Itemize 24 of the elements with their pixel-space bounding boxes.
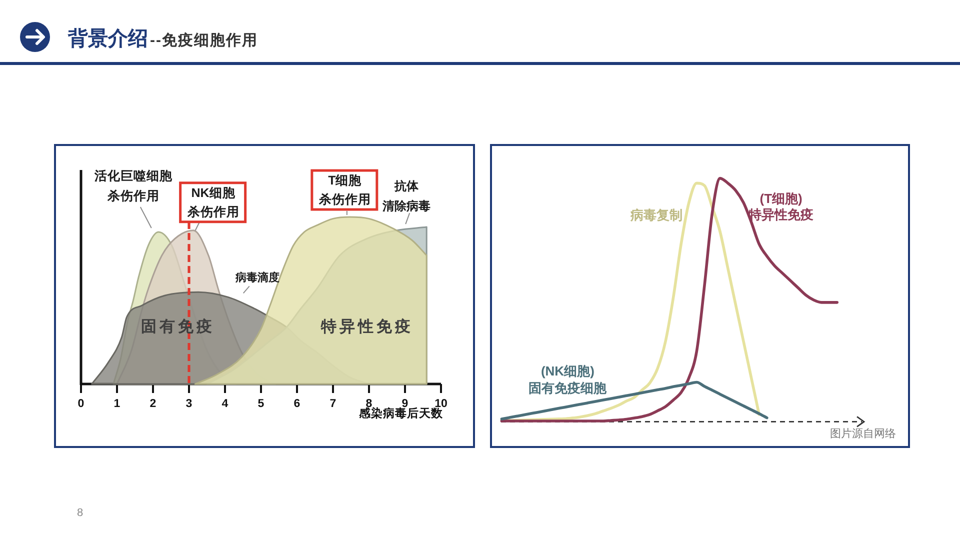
x-tick-label: 6 bbox=[294, 398, 300, 410]
text: 图片源自网络 bbox=[830, 427, 896, 440]
series-label: 活化巨噬细胞杀伤作用 bbox=[94, 169, 172, 204]
x-tick-label: 5 bbox=[258, 398, 265, 410]
text: 8 bbox=[77, 507, 84, 519]
series-label: 抗体清除病毒 bbox=[382, 179, 431, 214]
x-tick-label: 3 bbox=[186, 398, 192, 410]
x-tick-label: 2 bbox=[150, 398, 156, 410]
x-tick-label: 1 bbox=[114, 398, 121, 410]
x-tick-label: 0 bbox=[78, 398, 84, 410]
x-tick-label: 4 bbox=[222, 398, 229, 410]
annotation: 固有免疫 bbox=[141, 318, 215, 336]
chart-title: 背景介绍 bbox=[67, 27, 148, 50]
series-label: (NK细胞) 固有免疫细胞 bbox=[528, 363, 607, 396]
chart-subtitle: --免疫细胞作用 bbox=[150, 32, 258, 49]
series-label: T细胞杀伤作用 bbox=[310, 169, 378, 211]
series-label: T细胞杀伤作用 bbox=[318, 174, 371, 206]
annotation: 特异性免疫 bbox=[320, 318, 414, 336]
series-label: 病毒滴度 bbox=[235, 272, 280, 284]
series-label: NK细胞杀伤作用 bbox=[179, 182, 247, 224]
x-axis-title: 感染病毒后天数 bbox=[358, 406, 444, 420]
x-tick-label: 7 bbox=[330, 398, 336, 410]
series-label: 病毒复制 bbox=[630, 208, 683, 223]
series-label: NK细胞杀伤作用 bbox=[186, 186, 240, 219]
